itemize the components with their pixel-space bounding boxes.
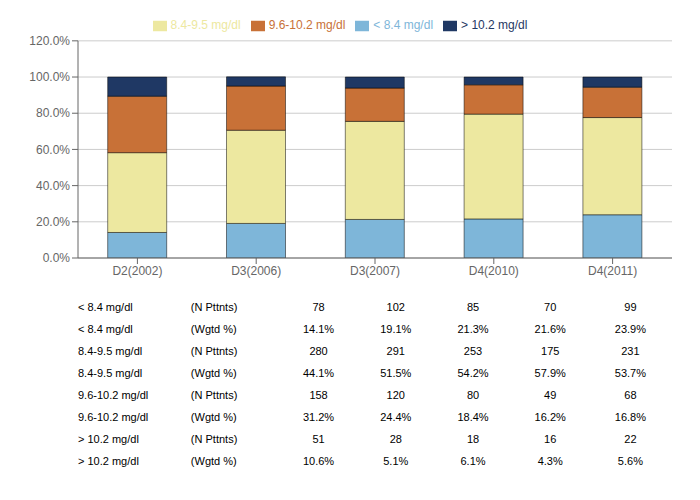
svg-text:D2(2002): D2(2002): [112, 264, 162, 278]
html-text:18: 18: [466, 433, 480, 445]
svg-text:20.0%: 20.0%: [36, 215, 70, 229]
html-text:21.3%: 21.3%: [457, 323, 489, 335]
html-text:16: 16: [544, 433, 557, 445]
html-text:9.6-10.2 mg/dl: 9.6-10.2 mg/dl: [268, 18, 346, 32]
html-text:19.1%: 19.1%: [380, 323, 412, 335]
svg-text:0.0%: 0.0%: [43, 251, 71, 265]
svg-text:100.0%: 100.0%: [29, 70, 70, 84]
html-text:28: 28: [389, 433, 402, 445]
html-text:120: 120: [386, 389, 405, 401]
html-text:(N Pttnts): (N Pttnts): [190, 389, 238, 401]
html-text:24.4%: 24.4%: [380, 411, 412, 423]
html-text:10.6%: 10.6%: [303, 455, 335, 467]
html-text:> 10.2 mg/dl: > 10.2 mg/dl: [78, 455, 139, 467]
html-text:> 10.2 mg/dl: > 10.2 mg/dl: [78, 433, 139, 445]
html-text:70: 70: [544, 301, 557, 313]
html-text:8.4-9.5 mg/dl: 8.4-9.5 mg/dl: [78, 367, 143, 379]
html-text:85: 85: [466, 301, 480, 313]
html-text:68: 68: [624, 389, 637, 401]
html-text:16.8%: 16.8%: [614, 411, 646, 423]
html-text:23.9%: 23.9%: [614, 323, 646, 335]
html-text:16.2%: 16.2%: [534, 411, 566, 423]
html-text:291: 291: [386, 345, 405, 357]
html-text:9.6-10.2 mg/dl: 9.6-10.2 mg/dl: [78, 389, 149, 401]
svg-text:60.0%: 60.0%: [36, 143, 70, 157]
html-text:(Wgtd %): (Wgtd %): [190, 323, 237, 335]
html-text:49: 49: [544, 389, 557, 401]
html-text:78: 78: [312, 301, 325, 313]
svg-text:D4(2011): D4(2011): [588, 264, 637, 278]
html-text:5.1%: 5.1%: [383, 455, 409, 467]
html-text:102: 102: [386, 301, 405, 313]
html-text:253: 253: [463, 345, 483, 357]
html-text:(Wgtd %): (Wgtd %): [190, 455, 237, 467]
svg-text:40.0%: 40.0%: [36, 179, 70, 193]
html-text:175: 175: [541, 345, 560, 357]
html-text:< 8.4 mg/dl: < 8.4 mg/dl: [373, 18, 433, 32]
html-text:8.4-9.5 mg/dl: 8.4-9.5 mg/dl: [78, 345, 143, 357]
html-text:5.6%: 5.6%: [617, 455, 643, 467]
html-text:14.1%: 14.1%: [303, 323, 335, 335]
html-text:54.2%: 54.2%: [457, 367, 489, 379]
html-text:51.5%: 51.5%: [380, 367, 412, 379]
html-text:44.1%: 44.1%: [303, 367, 335, 379]
html-text:22: 22: [624, 433, 637, 445]
svg-text:D4(2010): D4(2010): [469, 264, 519, 278]
html-text:9.6-10.2 mg/dl: 9.6-10.2 mg/dl: [78, 411, 149, 423]
html-text:< 8.4 mg/dl: < 8.4 mg/dl: [78, 323, 133, 335]
html-text:< 8.4 mg/dl: < 8.4 mg/dl: [78, 301, 133, 313]
svg-text:80.0%: 80.0%: [36, 106, 70, 120]
html-text:(Wgtd %): (Wgtd %): [190, 367, 237, 379]
html-text:231: 231: [621, 345, 640, 357]
html-text:53.7%: 53.7%: [614, 367, 646, 379]
html-text:(N Pttnts): (N Pttnts): [190, 345, 238, 357]
svg-text:D3(2006): D3(2006): [231, 264, 281, 278]
html-text:158: 158: [309, 389, 328, 401]
html-text:31.2%: 31.2%: [303, 411, 335, 423]
html-text:(Wgtd %): (Wgtd %): [190, 411, 237, 423]
html-text:21.6%: 21.6%: [534, 323, 566, 335]
html-text:> 10.2 mg/dl: > 10.2 mg/dl: [461, 18, 528, 32]
html-text:99: 99: [624, 301, 637, 313]
svg-text:D3(2007): D3(2007): [350, 264, 400, 278]
html-text:6.1%: 6.1%: [460, 455, 486, 467]
html-text:8.4-9.5 mg/dl: 8.4-9.5 mg/dl: [170, 18, 241, 32]
html-text:(N Pttnts): (N Pttnts): [190, 433, 238, 445]
html-text:80: 80: [466, 389, 480, 401]
html-text:4.3%: 4.3%: [537, 455, 563, 467]
svg-text:120.0%: 120.0%: [29, 34, 70, 48]
html-text:18.4%: 18.4%: [457, 411, 489, 423]
html-text:(N Pttnts): (N Pttnts): [190, 301, 238, 313]
html-text:51: 51: [312, 433, 325, 445]
html-text:280: 280: [309, 345, 328, 357]
html-text:57.9%: 57.9%: [534, 367, 566, 379]
